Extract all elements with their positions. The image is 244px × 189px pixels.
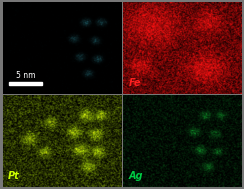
Bar xyxy=(9,82,42,85)
Text: Pt: Pt xyxy=(8,171,20,181)
Text: 5 nm: 5 nm xyxy=(16,70,35,80)
Text: Fe: Fe xyxy=(129,78,141,88)
Text: Ag: Ag xyxy=(129,171,143,181)
